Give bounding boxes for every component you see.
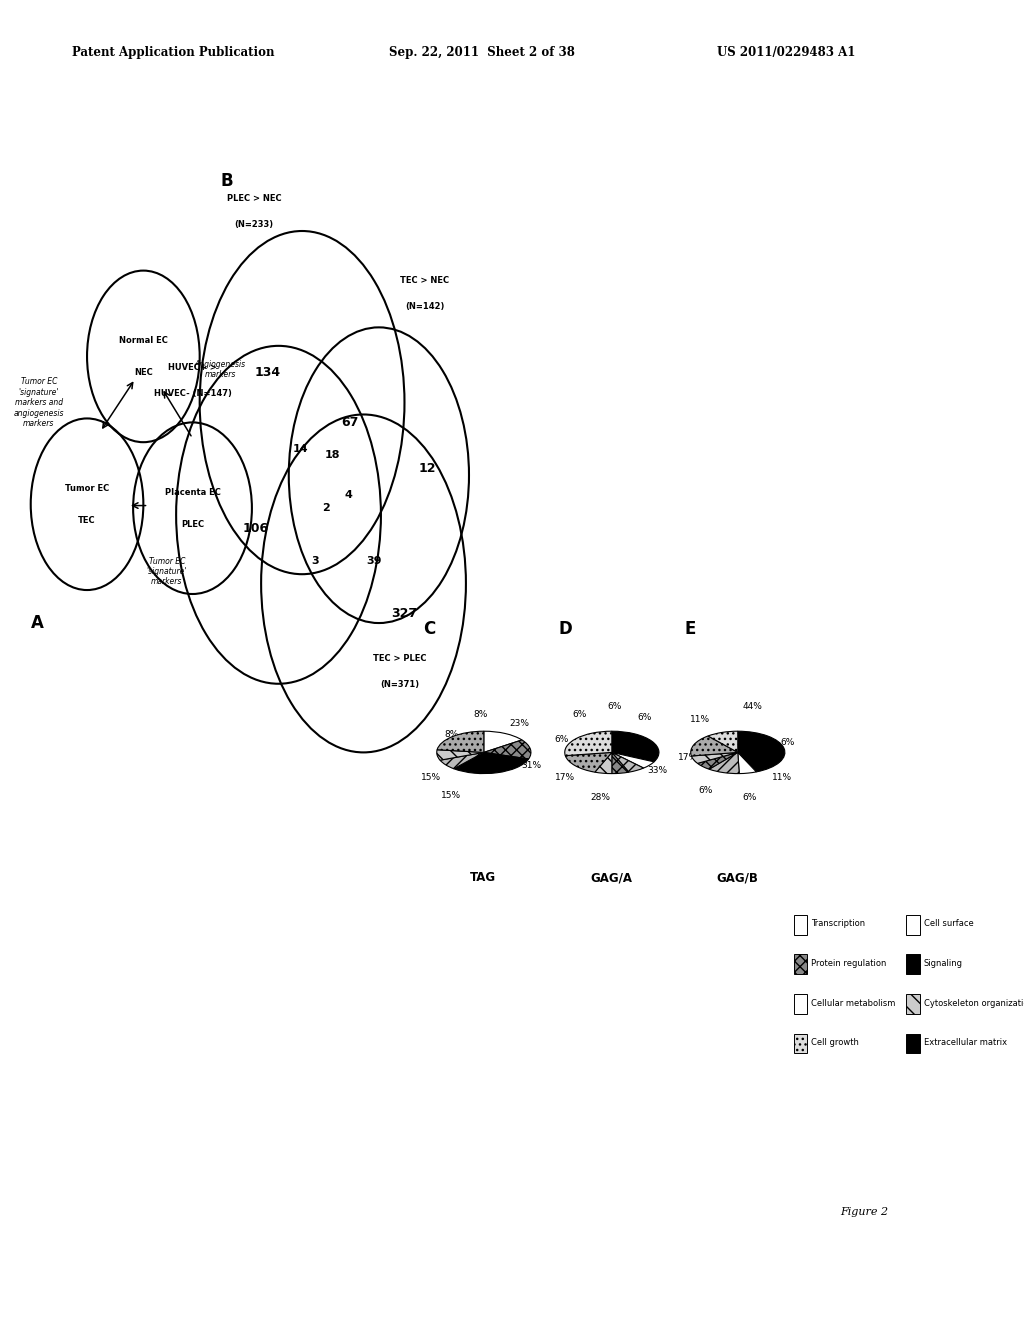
Text: 4: 4	[344, 490, 352, 500]
Text: US 2011/0229483 A1: US 2011/0229483 A1	[717, 46, 855, 59]
Wedge shape	[565, 752, 612, 772]
Text: HUVEC- (N=147): HUVEC- (N=147)	[154, 389, 231, 399]
Wedge shape	[454, 752, 528, 774]
Text: Angiogenesis
markers: Angiogenesis markers	[195, 360, 246, 379]
Text: 6%: 6%	[698, 785, 713, 795]
Text: 6%: 6%	[572, 710, 587, 719]
Wedge shape	[595, 752, 612, 774]
Wedge shape	[710, 752, 739, 774]
Text: 2: 2	[322, 503, 330, 513]
Bar	[794, 954, 807, 974]
Text: 11%: 11%	[689, 715, 710, 725]
Text: 6%: 6%	[607, 702, 622, 711]
Text: 6%: 6%	[637, 713, 651, 722]
Text: 31%: 31%	[521, 760, 541, 770]
Text: 44%: 44%	[742, 702, 763, 711]
Text: NEC: NEC	[134, 368, 153, 376]
Wedge shape	[565, 731, 612, 755]
Wedge shape	[697, 752, 737, 770]
Text: TEC: TEC	[78, 516, 96, 524]
Text: 3: 3	[311, 556, 319, 566]
Text: (N=371): (N=371)	[380, 680, 419, 689]
Wedge shape	[484, 741, 530, 759]
Text: 14: 14	[292, 444, 308, 454]
Text: A: A	[31, 614, 44, 632]
Text: E: E	[684, 620, 695, 639]
Text: 6%: 6%	[742, 793, 757, 803]
Wedge shape	[691, 752, 737, 763]
Text: 11%: 11%	[772, 774, 792, 783]
Text: 327: 327	[391, 607, 418, 620]
Bar	[906, 994, 920, 1014]
Text: 23%: 23%	[509, 718, 529, 727]
Text: 12: 12	[418, 462, 436, 475]
Text: TEC > PLEC: TEC > PLEC	[373, 653, 426, 663]
Text: HUVEC+ >: HUVEC+ >	[168, 363, 217, 372]
Text: PLEC: PLEC	[181, 520, 204, 528]
Text: 33%: 33%	[648, 766, 668, 775]
Text: (N=142): (N=142)	[406, 302, 444, 312]
Wedge shape	[737, 752, 757, 774]
Text: B: B	[220, 172, 232, 190]
Text: Tumor EC
'signature'
markers and
angiogenesis
markers: Tumor EC 'signature' markers and angioge…	[13, 378, 65, 428]
Wedge shape	[708, 731, 738, 752]
Text: PLEC > NEC: PLEC > NEC	[226, 194, 282, 203]
Bar	[794, 915, 807, 935]
Text: Figure 2: Figure 2	[840, 1206, 888, 1217]
Wedge shape	[612, 752, 643, 772]
Text: Normal EC: Normal EC	[119, 337, 168, 345]
Text: TAG: TAG	[470, 871, 497, 884]
Wedge shape	[611, 731, 658, 762]
Bar	[906, 1034, 920, 1053]
Text: 6%: 6%	[555, 735, 569, 744]
Text: GAG/A: GAG/A	[590, 871, 633, 884]
Text: TEC > NEC: TEC > NEC	[400, 276, 450, 285]
Bar	[906, 915, 920, 935]
Text: Tumor EC: Tumor EC	[65, 484, 110, 492]
Bar	[794, 994, 807, 1014]
Text: 28%: 28%	[590, 793, 610, 803]
Bar	[794, 1034, 807, 1053]
Text: 17%: 17%	[678, 752, 697, 762]
Text: 67: 67	[342, 416, 358, 429]
Text: 8%: 8%	[444, 730, 459, 739]
Text: C: C	[423, 620, 435, 639]
Text: Transcription: Transcription	[811, 920, 865, 928]
Wedge shape	[483, 731, 522, 752]
Wedge shape	[611, 752, 629, 774]
Text: 17%: 17%	[555, 774, 574, 783]
Text: Sep. 22, 2011  Sheet 2 of 38: Sep. 22, 2011 Sheet 2 of 38	[389, 46, 575, 59]
Text: (N=233): (N=233)	[234, 220, 273, 230]
Text: 106: 106	[243, 521, 269, 535]
Text: Cell surface: Cell surface	[924, 920, 974, 928]
Bar	[906, 954, 920, 974]
Wedge shape	[440, 752, 484, 768]
Text: Cytoskeleton organization: Cytoskeleton organization	[924, 999, 1024, 1007]
Wedge shape	[691, 737, 737, 756]
Text: Protein regulation: Protein regulation	[811, 960, 887, 968]
Text: 134: 134	[254, 366, 281, 379]
Text: Extracellular matrix: Extracellular matrix	[924, 1039, 1007, 1047]
Text: 8%: 8%	[474, 710, 488, 719]
Wedge shape	[437, 750, 484, 760]
Text: Cell growth: Cell growth	[811, 1039, 859, 1047]
Text: 6%: 6%	[780, 738, 795, 747]
Text: 15%: 15%	[441, 791, 462, 800]
Text: Signaling: Signaling	[924, 960, 963, 968]
Text: GAG/B: GAG/B	[717, 871, 758, 884]
Text: Cellular metabolism: Cellular metabolism	[811, 999, 895, 1007]
Text: Tumor EC
'signature'
markers: Tumor EC 'signature' markers	[146, 557, 187, 586]
Text: Placenta EC: Placenta EC	[165, 488, 220, 496]
Text: 15%: 15%	[421, 774, 441, 783]
Text: 39: 39	[366, 556, 382, 566]
Wedge shape	[437, 731, 484, 752]
Text: Patent Application Publication: Patent Application Publication	[72, 46, 274, 59]
Wedge shape	[737, 731, 784, 772]
Text: 18: 18	[325, 450, 341, 461]
Wedge shape	[612, 752, 654, 768]
Text: D: D	[558, 620, 571, 639]
